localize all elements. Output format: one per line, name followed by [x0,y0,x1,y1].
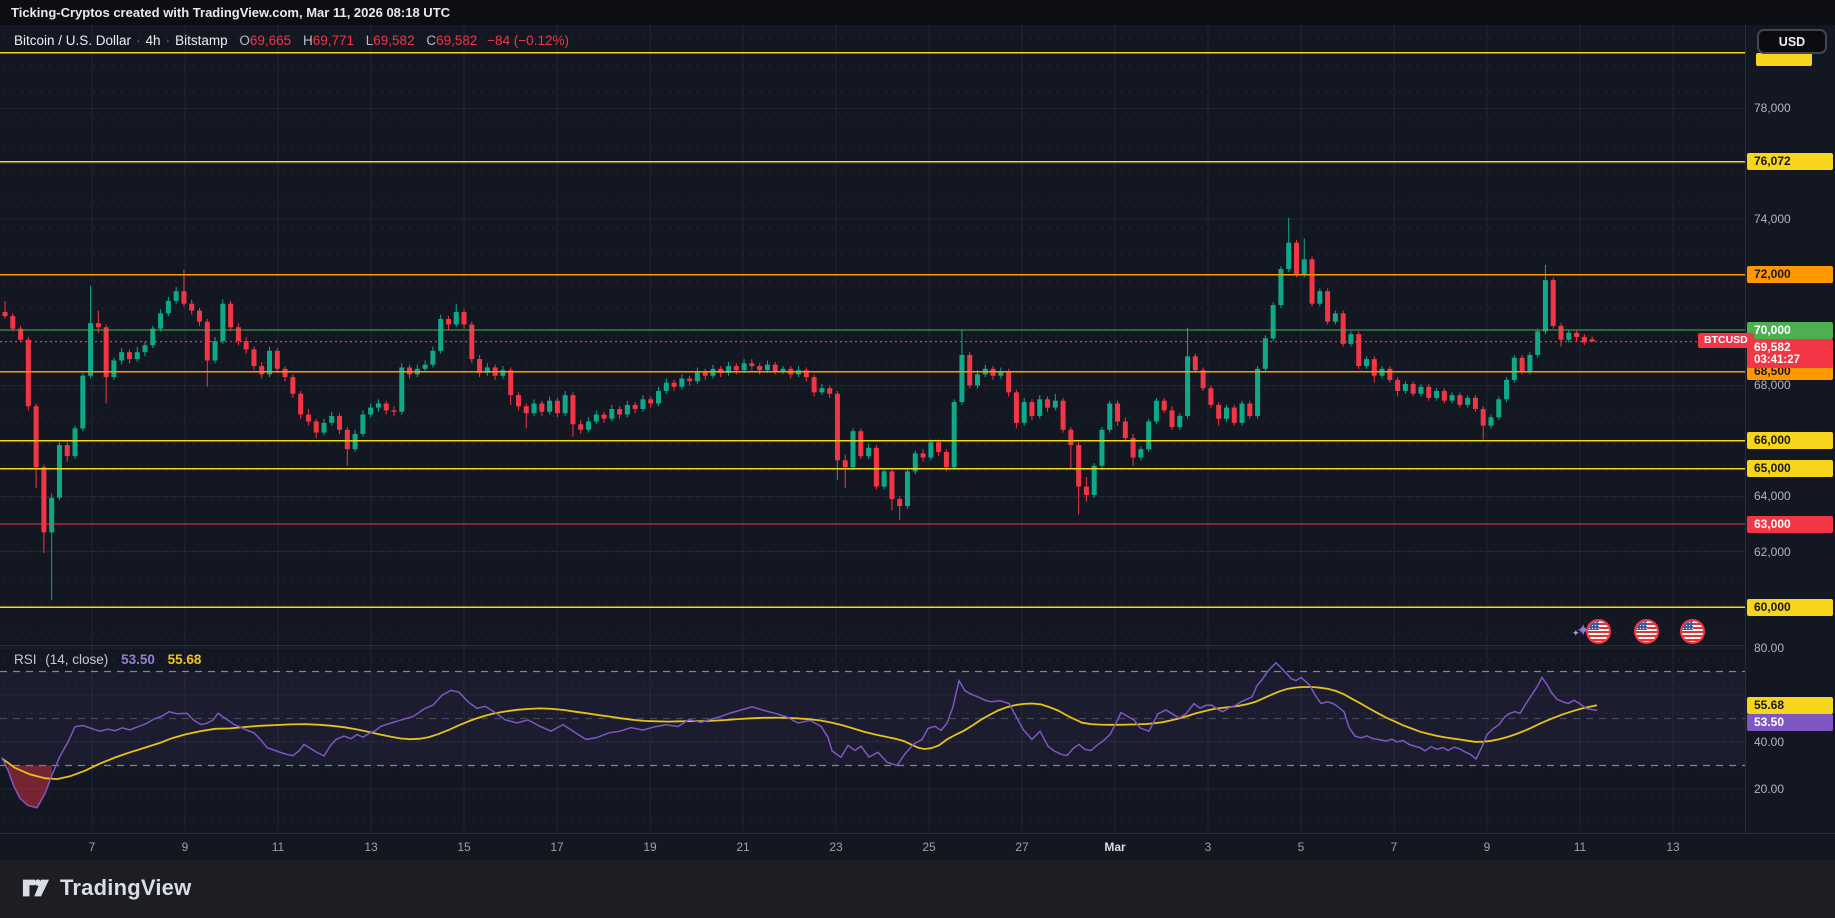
clipped-price-label [1756,53,1812,66]
ohlc-high-label: H [302,33,313,48]
time-axis-tick: 17 [550,840,564,854]
us-flag-event-icon[interactable] [1680,619,1705,644]
price-level-label: 76,072 [1747,153,1833,171]
time-axis-tick: 15 [457,840,471,854]
rsi-value: 53.50 [121,652,155,667]
time-axis-tick: 21 [736,840,750,854]
bar-countdown: 03:41:27 [1754,353,1801,366]
time-axis-tick: 23 [829,840,843,854]
current-price-value: 69,582 [1754,339,1791,354]
symbol-name: Bitcoin / U.S. Dollar [14,33,132,48]
tradingview-logo[interactable]: TradingView [22,875,191,901]
ohlc-low-label: L [365,33,374,48]
symbol-interval: 4h [145,33,161,48]
rsi-axis-tick: 40.00 [1754,735,1785,749]
time-axis-tick: 13 [1666,840,1680,854]
ohlc-close-label: C [426,33,437,48]
tradingview-wordmark: TradingView [60,875,192,900]
time-axis[interactable]: 7 9 11 13 15 17 19 21 23 25 27 Mar 3 5 7 9 11 13 [0,833,1835,861]
time-axis-tick: 11 [271,840,285,854]
footer-bar: TradingView [0,860,1835,918]
us-flag-event-icon[interactable] [1634,619,1659,644]
page-title: Ticking-Cryptos created with TradingView… [0,0,1835,25]
ohlc-open-value: 69,665 [249,33,292,48]
ohlc-open-label: O [239,33,250,48]
time-axis-tick: 27 [1015,840,1029,854]
price-axis-tick: 74,000 [1754,212,1791,227]
symbol-legend[interactable]: Bitcoin / U.S. Dollar · 4h · Bitstamp O69,66… [14,33,569,48]
price-level-label: 60,000 [1747,598,1833,616]
ohlc-low-value: 69,582 [373,33,415,48]
time-axis-tick: 5 [1297,840,1305,854]
time-axis-tick: Mar [1104,840,1126,854]
time-axis-tick: 9 [181,840,189,854]
time-axis-tick: 3 [1204,840,1212,854]
time-axis-tick: 7 [1390,840,1398,854]
ohlc-high-value: 69,771 [312,33,354,48]
time-axis-tick: 11 [1573,840,1587,854]
price-level-label: 72,000 [1747,266,1833,284]
rsi-value-label: 55.68 [1747,696,1833,714]
price-chart[interactable] [0,25,1745,860]
price-level-label: 66,000 [1747,432,1833,450]
currency-toggle-button[interactable]: USD [1757,29,1827,54]
rsi-value-label: 53.50 [1747,713,1833,731]
price-level-label: 70,000 [1747,321,1833,339]
time-axis-tick: 13 [364,840,378,854]
symbol-price-tag: BTCUSD [1698,332,1754,348]
time-axis-tick: 19 [643,840,657,854]
time-axis-tick: 7 [88,840,96,854]
price-axis-tick: 62,000 [1754,544,1791,559]
rsi-legend[interactable]: RSI (14, close) 53.50 55.68 [14,652,201,667]
chart-plot-area[interactable] [0,25,1745,833]
rsi-indicator-params: (14, close) [45,652,109,667]
rsi-axis-tick: 80.00 [1754,641,1785,655]
price-axis[interactable]: 78,000 74,000 68,000 64,000 62,000 76,072 72,0… [1745,25,1835,833]
price-axis-tick: 68,000 [1754,378,1791,393]
change-value: −84 (−0.12%) [487,33,569,48]
ohlc-close-value: 69,582 [436,33,478,48]
rsi-ma-value: 55.68 [167,652,202,667]
price-axis-tick: 64,000 [1754,489,1791,504]
price-level-label: 65,000 [1747,460,1833,478]
time-axis-tick: 25 [922,840,936,854]
symbol-exchange: Bitstamp [175,33,228,48]
rsi-axis-tick: 20.00 [1754,782,1785,796]
time-axis-tick: 9 [1483,840,1491,854]
us-flag-event-icon[interactable] [1586,619,1611,644]
price-axis-tick: 78,000 [1754,101,1791,116]
price-level-label: 63,000 [1747,515,1833,533]
current-price-label: 69,582 03:41:27 [1747,338,1833,368]
tradingview-logo-icon [22,879,50,897]
sparkle-icon: ✦ ✦ [1572,621,1591,640]
rsi-indicator-name: RSI [14,652,37,667]
